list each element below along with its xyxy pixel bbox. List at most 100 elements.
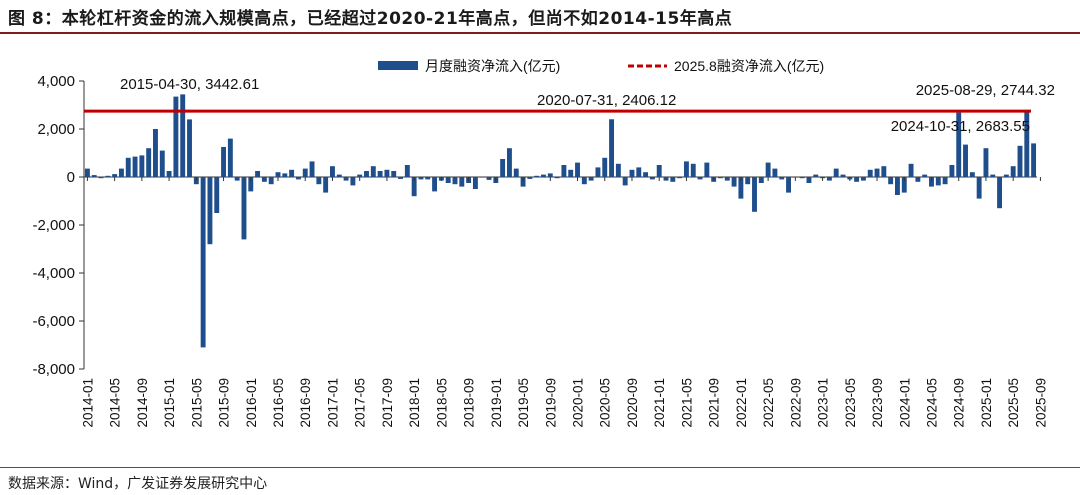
bar [888,177,894,185]
x-tick-label: 2025-05 [1006,378,1021,428]
bar [752,177,757,212]
data-annotation: 2015-04-30, 3442.61 [120,76,259,93]
bar [969,172,975,177]
bar [255,171,261,177]
x-tick-label: 2017-05 [353,378,368,428]
bar [289,169,295,177]
bar [221,147,226,177]
bar [241,177,247,240]
bar [622,177,628,186]
bar [207,177,213,245]
bar [731,177,737,187]
bar [472,177,478,189]
bar [1010,166,1016,177]
bar [173,96,179,177]
bar [690,163,696,177]
bar [922,174,928,177]
bar [425,177,431,180]
bar [833,168,839,177]
x-tick-label: 2021-01 [652,378,667,428]
bar [615,163,621,177]
bar [350,177,356,186]
source-divider [0,467,1080,468]
bar [942,177,948,185]
title-divider [0,32,1080,34]
data-annotation: 2025-08-29, 2744.32 [916,82,1055,99]
bar [159,150,165,177]
bar [908,163,914,177]
bar [670,177,676,182]
bar [180,94,186,177]
bar [786,177,791,193]
bar [500,159,506,177]
bar [758,177,764,183]
bar [874,168,880,177]
x-tick-label: 2018-05 [434,378,449,428]
bar [568,169,574,177]
x-tick-label: 2019-09 [543,378,558,428]
bar [779,177,785,180]
bar [683,161,689,177]
bar [84,168,90,177]
bar [261,177,267,182]
bar [581,177,587,185]
bar [98,177,104,179]
bar [377,171,383,177]
bar [867,169,873,177]
bar [629,169,635,177]
bar [799,177,805,179]
bar [929,177,934,187]
legend-label-bars: 月度融资净流入(亿元) [425,58,560,74]
bar [915,177,921,182]
x-tick-label: 2014-01 [80,378,95,428]
bar [806,177,812,183]
bar [704,162,710,177]
bar [91,175,97,177]
bar [513,168,519,177]
x-tick-label: 2023-05 [843,378,858,428]
bar [125,157,131,177]
x-tick-label: 2015-05 [189,378,204,428]
bar [636,167,642,177]
x-tick-label: 2023-01 [816,378,831,428]
x-tick-label: 2025-09 [1033,378,1048,428]
bar [112,174,118,177]
bar [547,173,553,177]
bar [649,177,655,180]
bar [588,177,594,181]
bar [118,168,124,177]
x-tick-label: 2022-01 [734,378,749,428]
bar [411,177,417,197]
x-tick-label: 2016-01 [244,378,259,428]
y-tick-label: -4,000 [32,265,75,282]
x-tick-label: 2024-05 [924,378,939,428]
bar [963,144,968,177]
bar [330,166,335,177]
bar [1017,145,1023,177]
bar [452,177,458,185]
bar [602,157,608,177]
bar [146,148,152,177]
bar [248,177,254,192]
x-tick-label: 2017-09 [380,378,395,428]
x-tick-label: 2022-09 [788,378,803,428]
bar [227,138,233,177]
x-tick-label: 2016-09 [298,378,313,428]
bar [336,174,342,177]
bar [398,177,403,179]
x-tick-label: 2023-09 [870,378,885,428]
x-tick-label: 2019-01 [489,378,504,428]
y-tick-label: -8,000 [32,361,75,378]
bar [343,177,349,181]
bar [718,177,723,179]
bar [895,177,900,195]
bar [765,162,771,177]
bar-chart: 4,000 2,000 0 -2,000 -4,000 -6,000 -8,000 2014-… [32,58,1055,428]
bar [200,177,206,348]
bar [323,177,329,193]
y-tick-label: -6,000 [32,313,75,330]
bar [813,174,819,177]
y-tick-label: 2,000 [37,121,75,138]
bar [534,175,540,177]
bar [738,177,744,199]
